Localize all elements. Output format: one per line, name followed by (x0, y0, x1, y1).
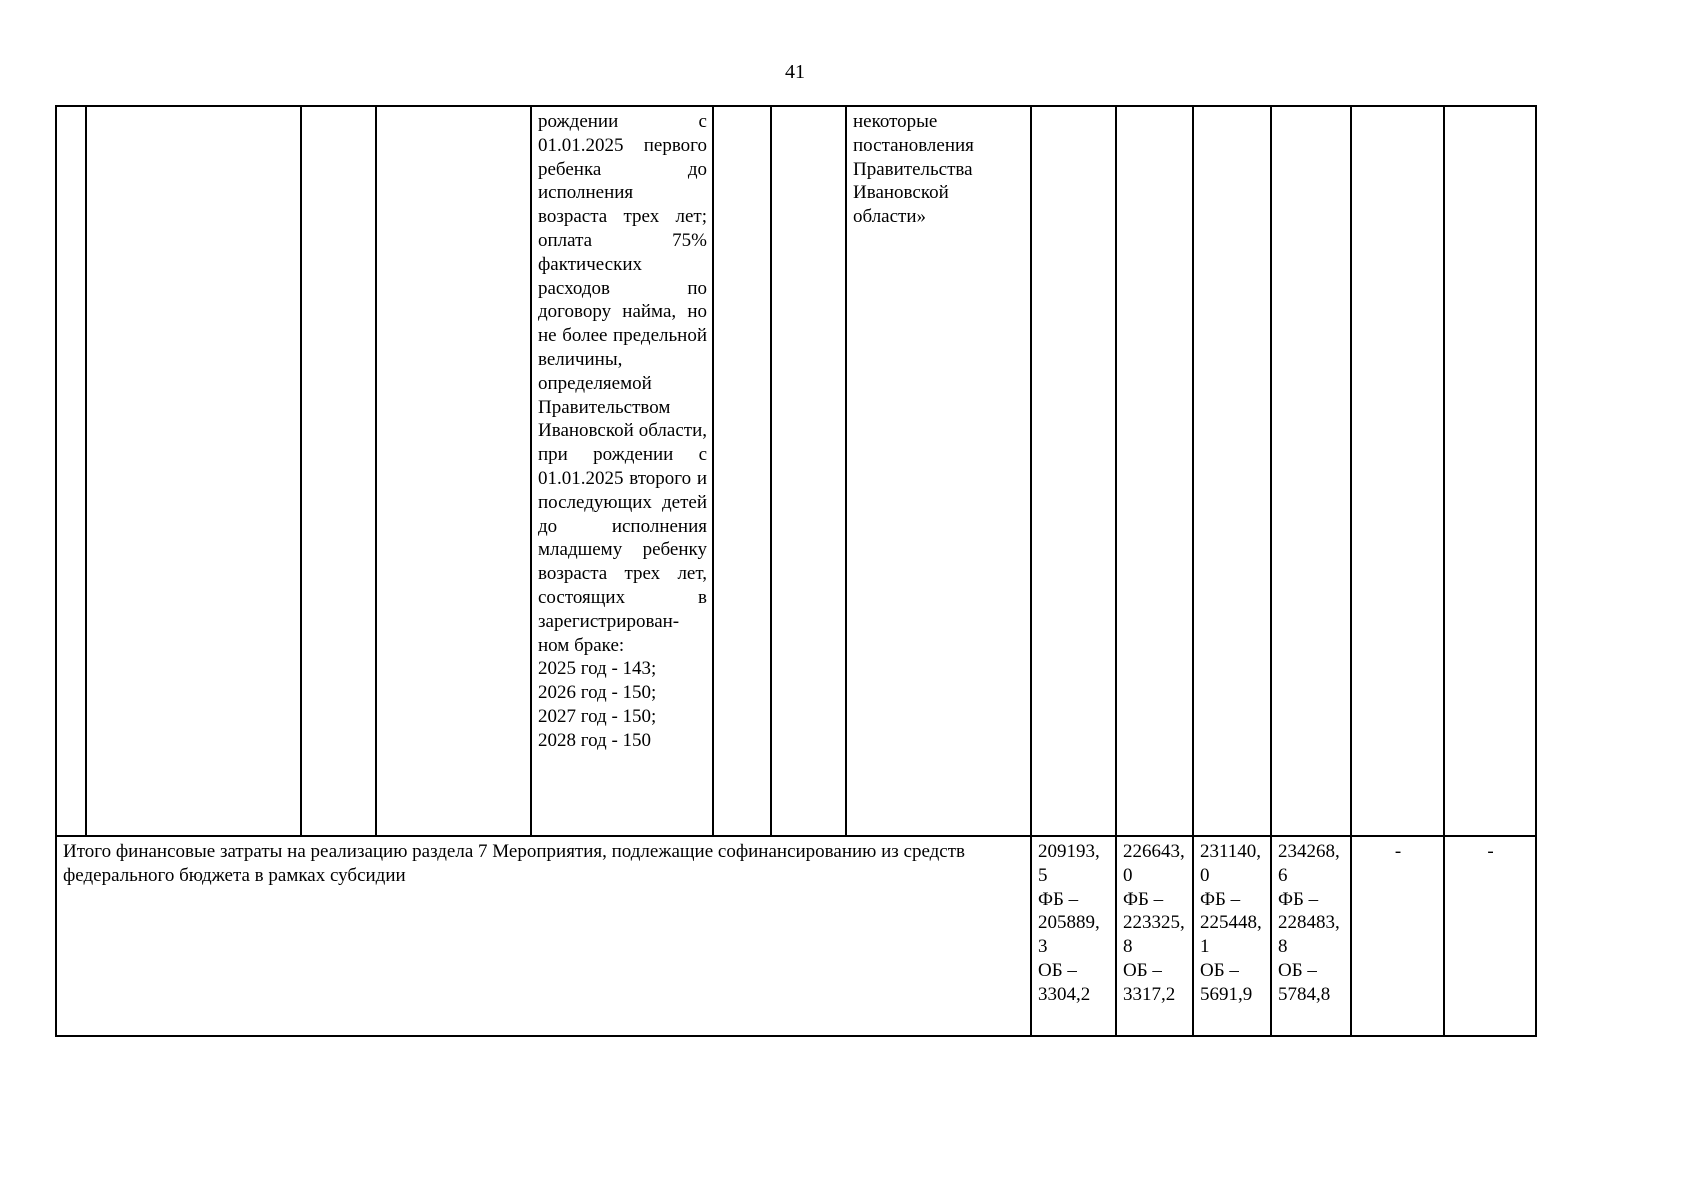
cell-total-value-3: 231140, 0 ФБ – 225448, 1 ОБ – 5691,9 (1192, 835, 1272, 1037)
cell-empty-2 (85, 105, 302, 837)
table-row-totals: Итого финансовые затраты на реализацию р… (55, 835, 1537, 1037)
program-measures-table: рождении с 01.01.2025 первого ребенка до… (55, 105, 1537, 1037)
cell-total-value-2: 226643, 0 ФБ – 223325, 8 ОБ – 3317,2 (1115, 835, 1194, 1037)
cell-total-value-4: 234268, 6 ФБ – 228483, 8 ОБ – 5784,8 (1270, 835, 1352, 1037)
table-row-continuation: рождении с 01.01.2025 первого ребенка до… (55, 105, 1537, 837)
cell-legal-basis: некоторые постановления Правительства Ив… (845, 105, 1032, 837)
cell-empty-7 (770, 105, 847, 837)
cell-total-dash-2: - (1443, 835, 1537, 1037)
cell-empty-12 (1270, 105, 1352, 837)
cell-empty-14 (1443, 105, 1537, 837)
cell-total-value-1: 209193, 5 ФБ – 205889, 3 ОБ – 3304,2 (1030, 835, 1117, 1037)
cell-empty-10 (1115, 105, 1194, 837)
cell-empty-6 (712, 105, 772, 837)
cell-empty-9 (1030, 105, 1117, 837)
page-number: 41 (785, 61, 805, 83)
cell-empty-1 (55, 105, 87, 837)
cell-measure-description: рождении с 01.01.2025 первого ребенка до… (530, 105, 714, 837)
cell-empty-13 (1350, 105, 1445, 837)
cell-empty-4 (375, 105, 532, 837)
cell-empty-11 (1192, 105, 1272, 837)
cell-total-dash-1: - (1350, 835, 1445, 1037)
cell-totals-label: Итого финансовые затраты на реализацию р… (55, 835, 1032, 1037)
cell-empty-3 (300, 105, 377, 837)
